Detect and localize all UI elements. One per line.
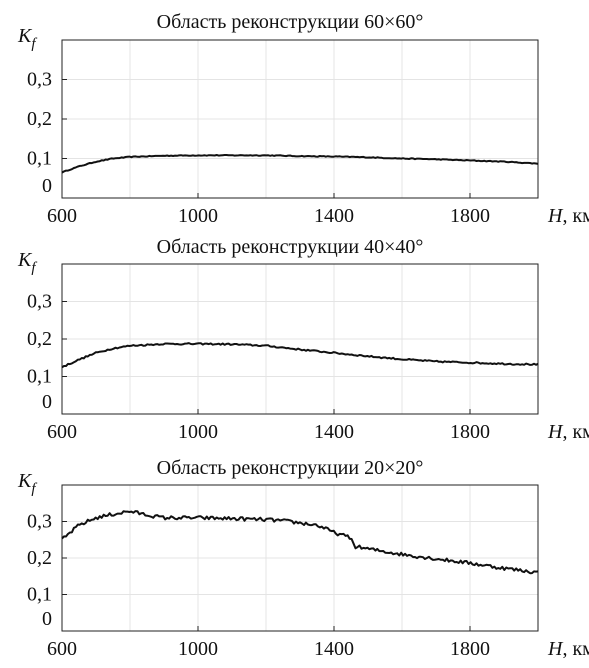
- x-axis-label: H, км: [547, 421, 589, 443]
- chart-panel-1: 600 1000 1400 1800 0 0,1 0,2 0,3 Область реконст…: [17, 11, 589, 227]
- y-axis-label: Kf: [17, 249, 37, 276]
- x-tick-label: 1800: [450, 205, 490, 227]
- y-tick-label: 0,3: [27, 511, 52, 533]
- chart-title: Область реконструкции 60×60°: [157, 11, 424, 33]
- chart-panel-2: 600 1000 1400 1800 0 0,1 0,2 0,3 Область реконст…: [17, 236, 589, 443]
- x-tick-label: 1400: [314, 205, 354, 227]
- y-tick-label: 0: [42, 391, 52, 413]
- y-axis-label: Kf: [17, 25, 37, 52]
- y-tick-label: 0,3: [27, 291, 52, 313]
- y-tick-label: 0,2: [27, 547, 52, 569]
- x-tick-label: 1000: [178, 421, 218, 443]
- y-tick-label: 0,1: [27, 148, 52, 170]
- x-axis-label: H, км: [547, 638, 589, 660]
- y-tick-label: 0,1: [27, 366, 52, 388]
- chart-panel-3: 600 1000 1400 1800 00,1 0,2 0,3 Область реконст…: [17, 457, 589, 660]
- x-tick-label: 600: [47, 205, 77, 227]
- x-tick-label: 1000: [178, 638, 218, 660]
- y-tick-label: 0,3: [27, 69, 52, 91]
- y-tick-label: 0,1: [27, 584, 52, 606]
- y-tick-label: 0: [42, 175, 52, 197]
- x-tick-label: 1400: [314, 421, 354, 443]
- y-tick-label: 0,2: [27, 108, 52, 130]
- x-tick-label: 1800: [450, 638, 490, 660]
- y-tick-label: 0,2: [27, 328, 52, 350]
- x-tick-label: 1400: [314, 638, 354, 660]
- chart-title: Область реконструкции 40×40°: [157, 236, 424, 258]
- x-tick-label: 600: [47, 638, 77, 660]
- x-tick-label: 1000: [178, 205, 218, 227]
- chart-title: Область реконструкции 20×20°: [157, 457, 424, 479]
- x-tick-label: 1800: [450, 421, 490, 443]
- y-tick-label: 0: [42, 608, 52, 630]
- x-tick-label: 600: [47, 421, 77, 443]
- y-axis-label: Kf: [17, 470, 37, 497]
- x-axis-label: H, км: [547, 205, 589, 227]
